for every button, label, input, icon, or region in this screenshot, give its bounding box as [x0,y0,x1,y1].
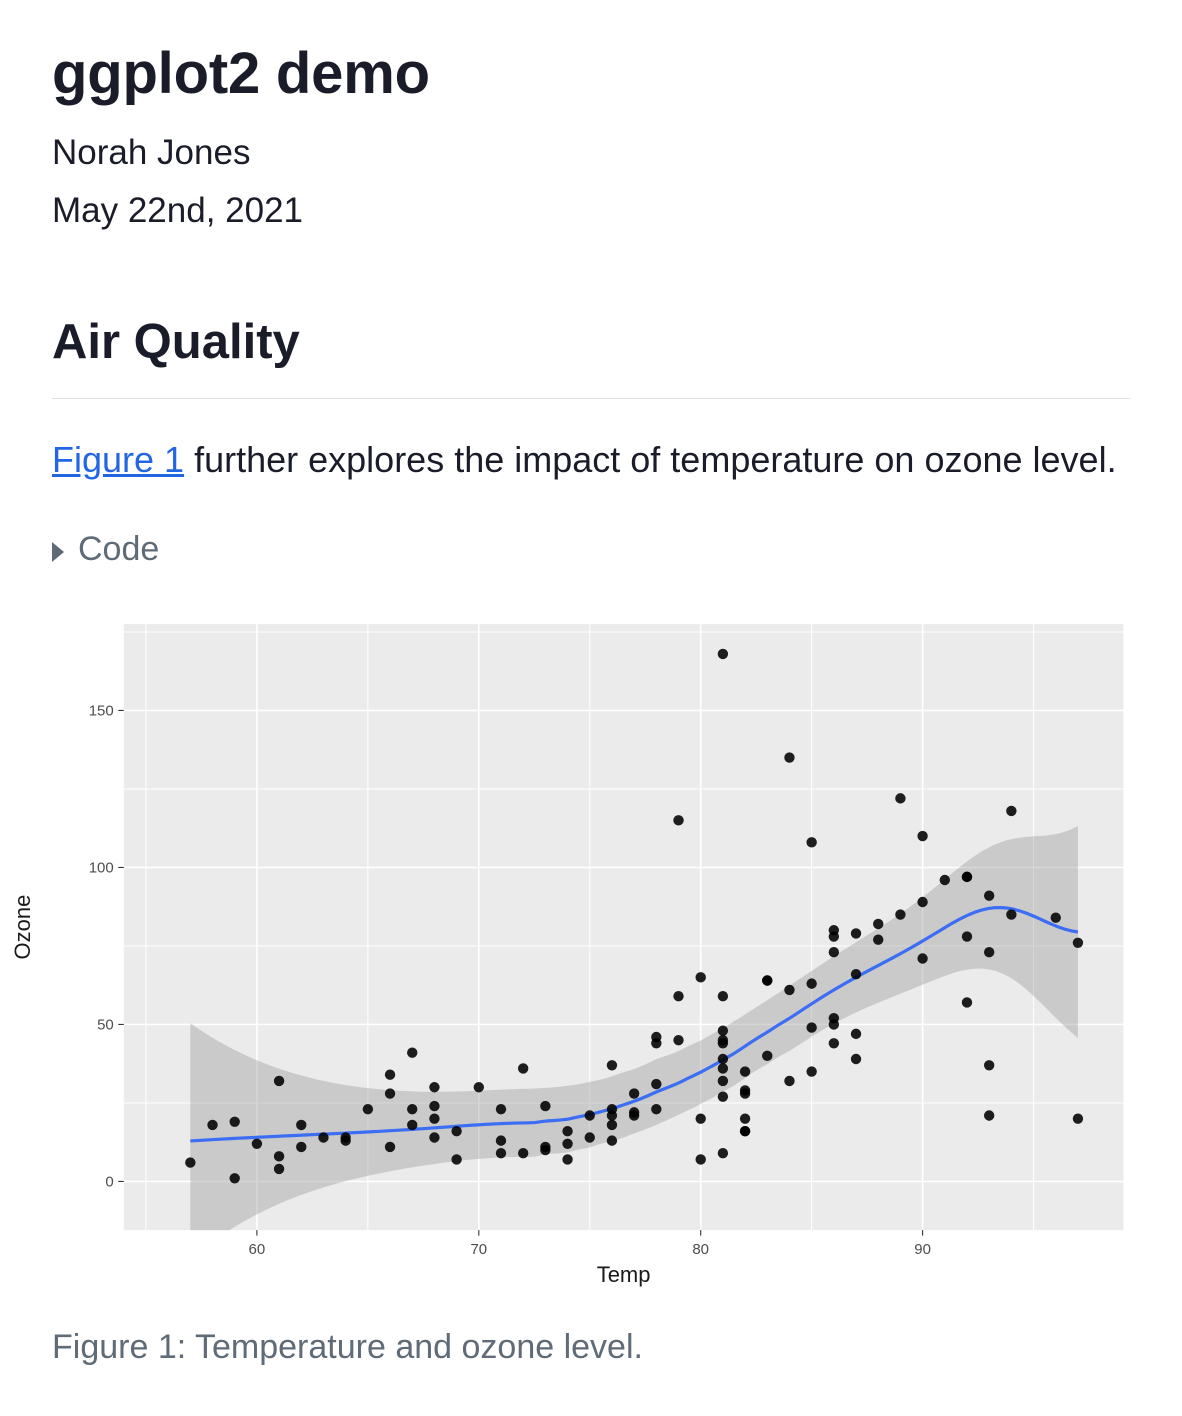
svg-text:90: 90 [914,1241,931,1258]
svg-text:Temp: Temp [597,1262,651,1287]
svg-text:0: 0 [105,1173,113,1190]
svg-text:60: 60 [249,1241,266,1258]
svg-text:70: 70 [470,1241,487,1258]
svg-text:Ozone: Ozone [12,895,35,960]
svg-text:100: 100 [89,859,114,876]
svg-text:150: 150 [89,702,114,719]
svg-text:50: 50 [97,1016,114,1033]
svg-text:80: 80 [692,1241,709,1258]
